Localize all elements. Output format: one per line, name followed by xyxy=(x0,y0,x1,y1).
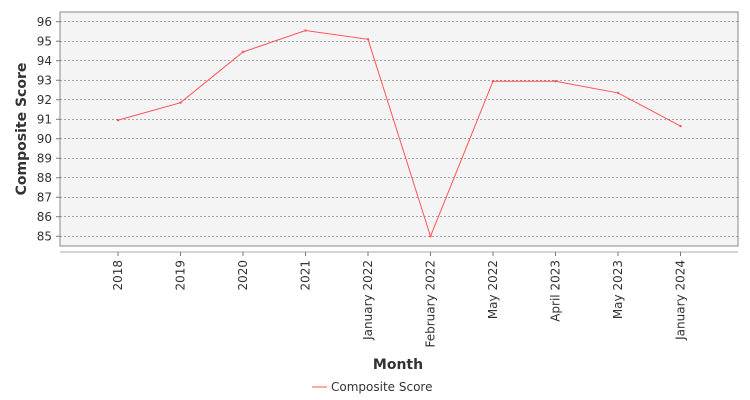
x-tick-label: February 2022 xyxy=(424,260,438,348)
y-tick-label: 86 xyxy=(37,210,52,224)
data-point xyxy=(116,119,120,122)
x-tick-label: April 2023 xyxy=(549,260,563,322)
x-tick-label: May 2023 xyxy=(611,260,625,319)
data-point xyxy=(491,80,495,83)
x-tick-label: January 2024 xyxy=(674,260,688,341)
x-axis: 2018 2019 2020 2021 January 2022 February 202… xyxy=(60,251,738,348)
plot-area xyxy=(59,11,739,247)
y-tick-label: 90 xyxy=(37,132,52,146)
x-tick-label: 2021 xyxy=(299,260,313,291)
series-line xyxy=(117,30,681,238)
legend-label: Composite Score xyxy=(331,380,432,394)
data-point xyxy=(366,38,370,41)
x-tick-label: May 2022 xyxy=(486,260,500,319)
y-tick-label: 96 xyxy=(37,15,52,29)
x-tick-label: 2018 xyxy=(111,260,125,291)
y-axis: 85 86 87 88 89 90 91 92 93 94 95 96 xyxy=(37,15,60,243)
data-point xyxy=(241,50,245,54)
y-tick-label: 95 xyxy=(37,34,52,48)
y-tick-label: 85 xyxy=(37,229,52,243)
y-axis-title: Composite Score xyxy=(14,63,30,196)
data-point xyxy=(304,29,307,32)
y-tick-label: 93 xyxy=(37,73,52,87)
data-point xyxy=(679,124,682,128)
x-axis-title: Month xyxy=(373,357,423,373)
x-tick-label: 2020 xyxy=(236,260,250,291)
y-tick-label: 91 xyxy=(37,112,52,126)
data-point xyxy=(429,235,432,238)
x-tick-label: January 2022 xyxy=(361,260,375,341)
y-tick-label: 92 xyxy=(37,93,52,107)
series-layer xyxy=(116,29,682,238)
data-point xyxy=(616,91,620,95)
data-point xyxy=(179,101,182,104)
legend: Composite Score xyxy=(312,380,432,394)
y-tick-label: 88 xyxy=(37,171,52,185)
y-tick-label: 94 xyxy=(37,54,52,68)
x-tick-label: 2019 xyxy=(174,260,188,291)
gridlines xyxy=(60,21,738,237)
data-point xyxy=(554,80,557,83)
y-tick-label: 89 xyxy=(37,151,52,165)
y-tick-label: 87 xyxy=(37,190,52,204)
